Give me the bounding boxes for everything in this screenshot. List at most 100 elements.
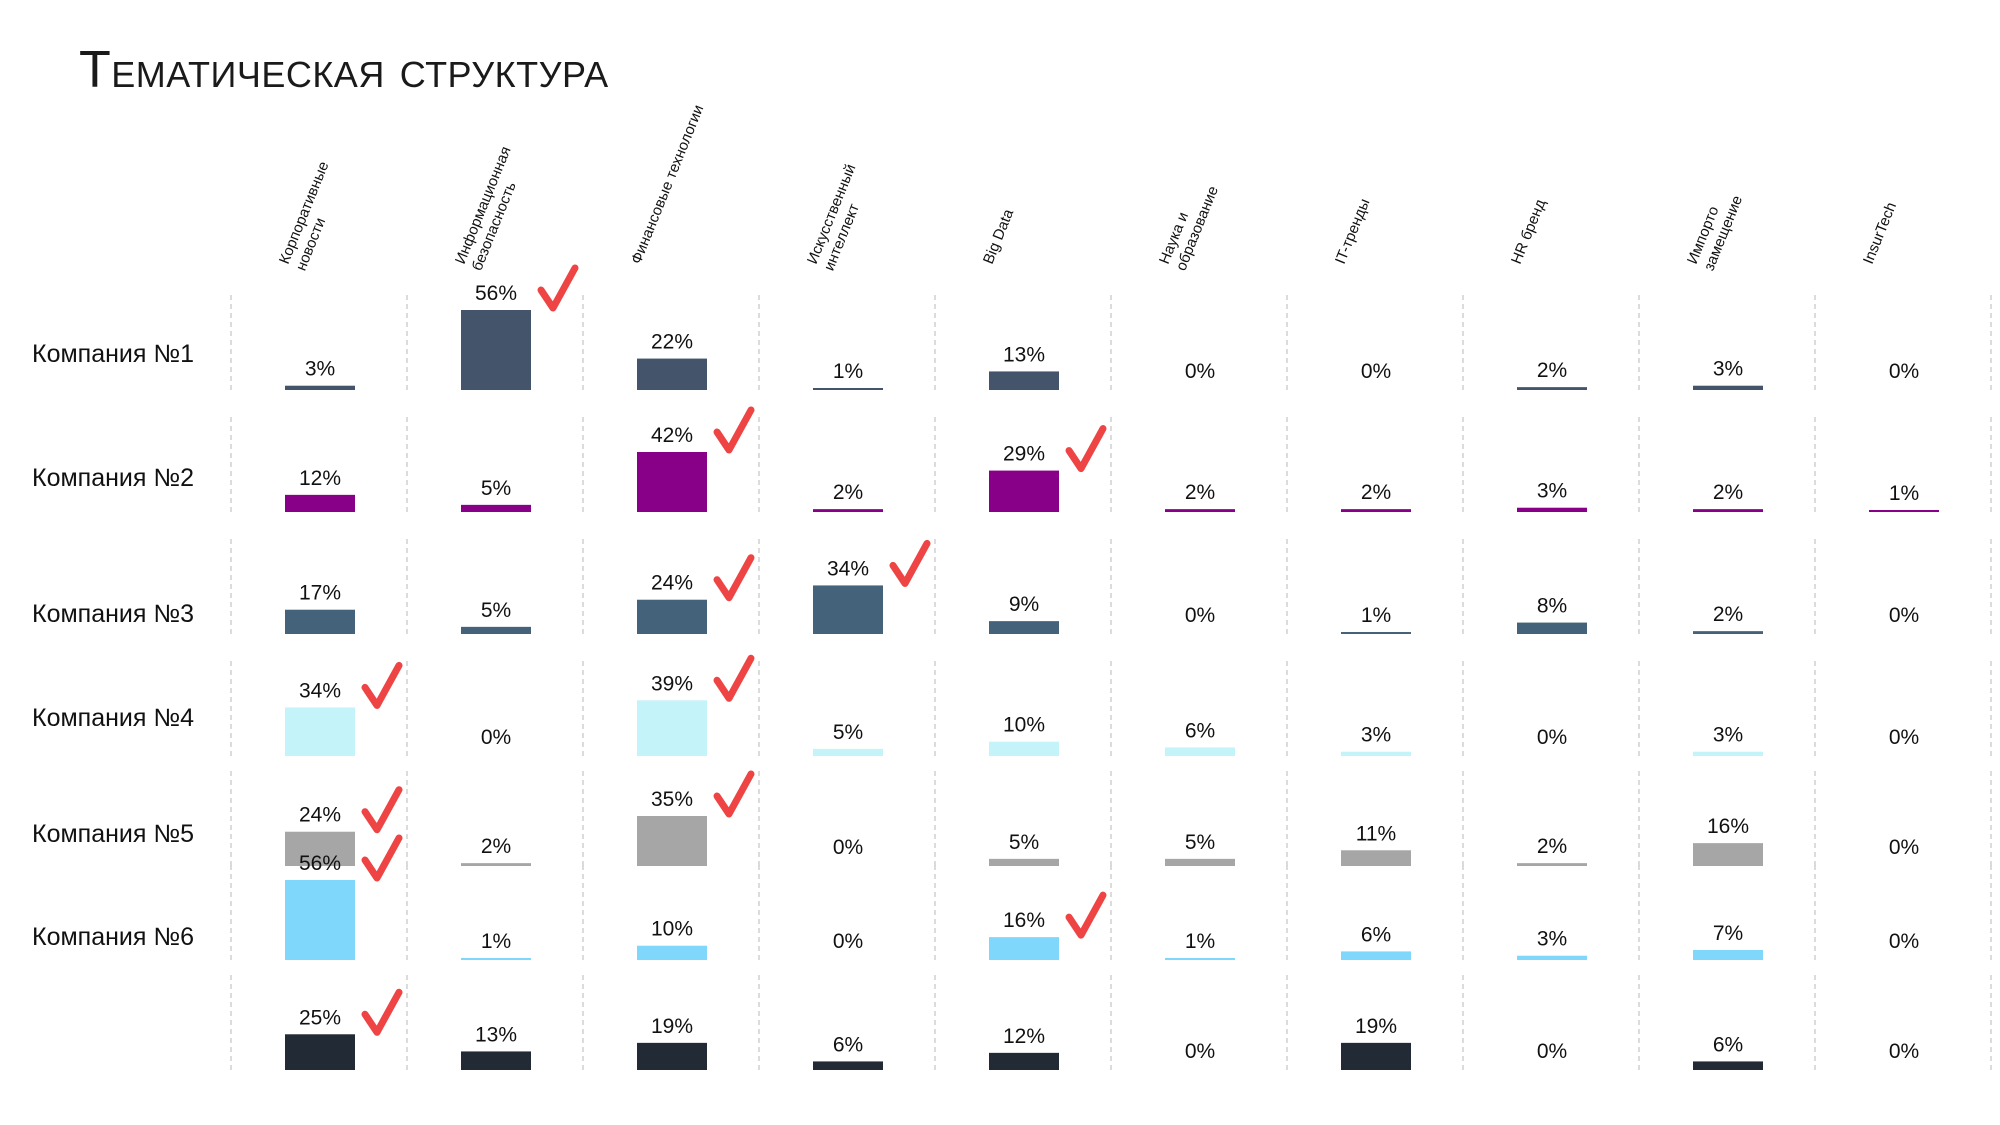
data-label: 39% bbox=[651, 672, 693, 695]
data-label: 25% bbox=[299, 1006, 341, 1029]
column-header: Big Data bbox=[980, 206, 1018, 266]
bar bbox=[637, 1042, 707, 1070]
data-label: 12% bbox=[1003, 1025, 1045, 1048]
data-label: 19% bbox=[651, 1015, 693, 1038]
data-label: 8% bbox=[1537, 595, 1567, 618]
column-header: Искусственныйинтеллект bbox=[804, 162, 876, 273]
bar bbox=[461, 310, 531, 390]
data-label: 6% bbox=[1361, 923, 1391, 946]
column-header: Информационнаябезопасность bbox=[452, 144, 531, 273]
data-label: 0% bbox=[1185, 1040, 1215, 1063]
data-label: 3% bbox=[1713, 358, 1743, 381]
data-label: 2% bbox=[833, 481, 863, 504]
data-label: 6% bbox=[1713, 1033, 1743, 1056]
checkmark-icon bbox=[537, 264, 579, 312]
bar bbox=[1517, 507, 1587, 512]
column-header: HR бренд bbox=[1508, 197, 1549, 267]
bar bbox=[1517, 622, 1587, 634]
data-label: 3% bbox=[305, 358, 335, 381]
data-label: 35% bbox=[651, 788, 693, 811]
bar bbox=[1517, 955, 1587, 960]
row-label: Компания №1 bbox=[32, 340, 194, 368]
bar bbox=[813, 748, 883, 756]
bar bbox=[1869, 510, 1939, 512]
data-label: 22% bbox=[651, 331, 693, 354]
data-label: 11% bbox=[1356, 822, 1396, 845]
data-label: 5% bbox=[481, 477, 511, 500]
bar bbox=[1341, 751, 1411, 756]
data-label: 2% bbox=[1185, 481, 1215, 504]
data-label: 16% bbox=[1003, 909, 1045, 932]
checkmark-icon bbox=[713, 554, 755, 602]
checkmark-icon bbox=[1065, 891, 1107, 939]
data-label: 13% bbox=[475, 1023, 517, 1046]
column-header: InsurTech bbox=[1860, 200, 1900, 267]
data-label: 2% bbox=[1713, 481, 1743, 504]
data-label: 42% bbox=[651, 424, 693, 447]
column-header-line: HR бренд bbox=[1508, 197, 1549, 267]
bar bbox=[989, 858, 1059, 866]
bar bbox=[1693, 1061, 1763, 1070]
bar bbox=[989, 741, 1059, 756]
data-label: 3% bbox=[1361, 724, 1391, 747]
bar bbox=[1341, 509, 1411, 512]
data-label: 0% bbox=[1889, 1040, 1919, 1063]
bar bbox=[1693, 385, 1763, 390]
row-label: Компания №5 bbox=[32, 820, 194, 848]
data-label: 34% bbox=[827, 557, 869, 580]
column-header-line: Big Data bbox=[980, 206, 1018, 266]
data-label: 19% bbox=[1355, 1015, 1397, 1038]
data-label: 6% bbox=[1185, 719, 1215, 742]
data-label: 56% bbox=[299, 852, 341, 875]
page-title: Тематическая структура bbox=[79, 41, 609, 99]
data-label: 0% bbox=[1361, 360, 1391, 383]
bar bbox=[637, 599, 707, 634]
bar bbox=[989, 621, 1059, 634]
checkmark-icon bbox=[361, 661, 403, 709]
data-label: 0% bbox=[1537, 726, 1567, 749]
bar bbox=[285, 609, 355, 634]
data-label: 0% bbox=[481, 726, 511, 749]
bar bbox=[637, 945, 707, 960]
data-label: 56% bbox=[475, 282, 517, 305]
data-label: 5% bbox=[1185, 831, 1215, 854]
bar bbox=[461, 504, 531, 512]
data-label: 5% bbox=[481, 599, 511, 622]
bar bbox=[1693, 631, 1763, 634]
column-header-line: InsurTech bbox=[1860, 200, 1900, 267]
bar bbox=[813, 388, 883, 390]
bar bbox=[989, 371, 1059, 390]
bar bbox=[461, 958, 531, 960]
bar bbox=[989, 937, 1059, 960]
column-header: IT-тренды bbox=[1332, 196, 1374, 266]
data-label: 1% bbox=[481, 930, 511, 953]
bar bbox=[285, 707, 355, 756]
checkmark-icon bbox=[361, 988, 403, 1036]
bar bbox=[637, 700, 707, 756]
bar bbox=[1165, 509, 1235, 512]
data-label: 34% bbox=[299, 679, 341, 702]
bar bbox=[637, 358, 707, 390]
data-label: 16% bbox=[1707, 815, 1749, 838]
column-header: Корпоративныеновости bbox=[276, 159, 349, 273]
data-label: 0% bbox=[1889, 726, 1919, 749]
data-label: 0% bbox=[833, 930, 863, 953]
bar bbox=[1693, 509, 1763, 512]
data-label: 24% bbox=[299, 804, 341, 827]
bar bbox=[1341, 632, 1411, 634]
bar bbox=[1341, 850, 1411, 866]
data-label: 10% bbox=[1003, 714, 1045, 737]
bar bbox=[1517, 863, 1587, 866]
data-label: 2% bbox=[1361, 481, 1391, 504]
data-label: 0% bbox=[1889, 836, 1919, 859]
bar bbox=[1165, 858, 1235, 866]
column-header: Импортозамещение bbox=[1684, 187, 1746, 274]
data-label: 2% bbox=[1713, 603, 1743, 626]
bar bbox=[1693, 950, 1763, 960]
bar bbox=[285, 385, 355, 390]
data-label: 0% bbox=[1185, 604, 1215, 627]
data-label: 9% bbox=[1009, 593, 1039, 616]
data-label: 5% bbox=[1009, 831, 1039, 854]
bar bbox=[285, 880, 355, 960]
